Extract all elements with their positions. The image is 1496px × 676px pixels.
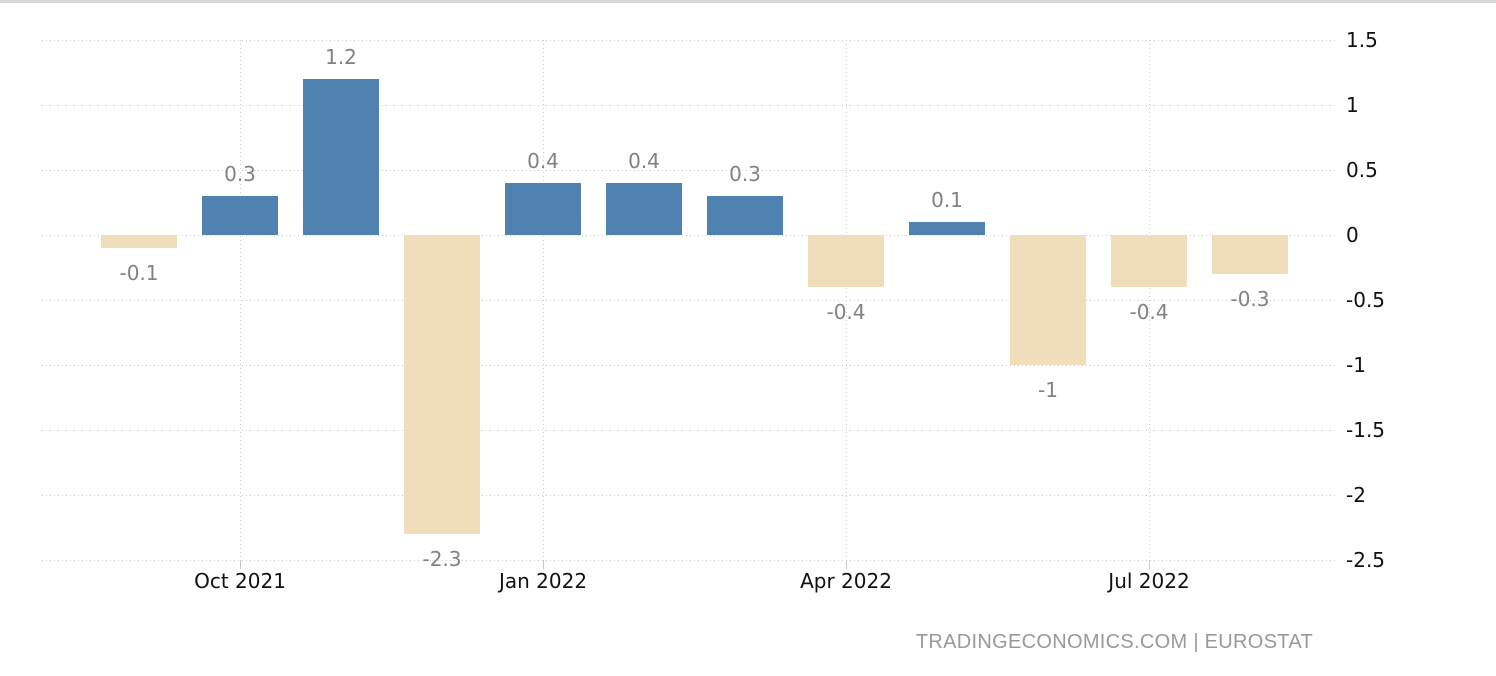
h-gridline (42, 430, 1337, 431)
h-gridline (42, 365, 1337, 366)
h-gridline (42, 235, 1337, 236)
h-gridline (42, 300, 1337, 301)
x-axis-tick-label: Jan 2022 (498, 569, 588, 593)
h-gridline (42, 105, 1337, 106)
v-gridline (1149, 40, 1150, 560)
bar[interactable] (909, 222, 985, 235)
h-gridline (42, 40, 1337, 41)
y-axis-tick-label: -1.5 (1346, 418, 1386, 442)
bar-value-label: 0.1 (931, 188, 963, 212)
y-axis-tick-label: -0.5 (1346, 288, 1386, 312)
bar-value-label: -0.3 (1230, 287, 1270, 311)
bar[interactable] (505, 183, 581, 235)
top-border (0, 0, 1496, 3)
bar-value-label: 0.3 (729, 162, 761, 186)
bar-value-label: 0.4 (628, 149, 660, 173)
bar-value-label: 1.2 (325, 45, 357, 69)
bar[interactable] (606, 183, 682, 235)
bar[interactable] (101, 235, 177, 248)
x-axis-tick-label: Jul 2022 (1108, 569, 1190, 593)
y-axis-tick-label: 1 (1346, 93, 1359, 117)
x-axis-tick-label: Apr 2022 (800, 569, 892, 593)
bar-value-label: -1 (1038, 378, 1058, 402)
bar-value-label: -0.4 (1129, 300, 1169, 324)
bar-value-label: -2.3 (422, 547, 462, 571)
bar[interactable] (202, 196, 278, 235)
bar[interactable] (303, 79, 379, 235)
v-gridline (846, 40, 847, 560)
x-axis-tick-label: Oct 2021 (194, 569, 286, 593)
bar[interactable] (808, 235, 884, 287)
h-gridline (42, 560, 1337, 561)
bar-value-label: -0.4 (826, 300, 866, 324)
x-axis-tick (1149, 560, 1150, 569)
attribution: TRADINGECONOMICS.COM | EUROSTAT (915, 631, 1313, 653)
y-axis-tick-label: -2 (1346, 483, 1366, 507)
bar[interactable] (1111, 235, 1187, 287)
v-gridline (543, 40, 544, 560)
y-axis-tick-label: -2.5 (1346, 548, 1386, 572)
bar[interactable] (404, 235, 480, 534)
x-axis-tick (543, 560, 544, 569)
bar-value-label: 0.4 (527, 149, 559, 173)
h-gridline (42, 495, 1337, 496)
y-axis-tick-label: -1 (1346, 353, 1366, 377)
y-axis-tick-label: 0.5 (1346, 158, 1378, 182)
bar[interactable] (1010, 235, 1086, 365)
x-axis-tick (846, 560, 847, 569)
bar[interactable] (1212, 235, 1288, 274)
y-axis-tick-label: 1.5 (1346, 28, 1378, 52)
v-gridline (240, 40, 241, 560)
bar-value-label: 0.3 (224, 162, 256, 186)
bar[interactable] (707, 196, 783, 235)
y-axis-tick-label: 0 (1346, 223, 1359, 247)
bar-value-label: -0.1 (119, 261, 159, 285)
h-gridline (42, 170, 1337, 171)
x-axis-tick (240, 560, 241, 569)
